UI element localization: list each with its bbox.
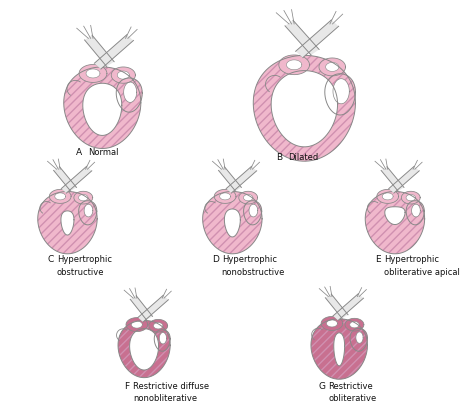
Text: D: D — [212, 255, 219, 264]
Polygon shape — [149, 319, 168, 332]
Polygon shape — [350, 328, 367, 351]
Polygon shape — [131, 321, 142, 328]
Polygon shape — [311, 319, 367, 379]
Polygon shape — [325, 294, 348, 318]
Text: A: A — [76, 149, 82, 158]
Text: Dilated: Dilated — [288, 153, 319, 162]
Polygon shape — [319, 58, 346, 76]
Polygon shape — [226, 166, 256, 193]
Text: Restrictive diffuse: Restrictive diffuse — [133, 382, 210, 391]
Polygon shape — [249, 204, 258, 217]
Polygon shape — [86, 69, 100, 78]
Polygon shape — [79, 201, 97, 225]
Polygon shape — [350, 322, 359, 328]
Polygon shape — [345, 318, 364, 331]
Polygon shape — [401, 191, 420, 204]
Polygon shape — [159, 332, 166, 344]
Polygon shape — [84, 204, 93, 217]
Polygon shape — [389, 166, 419, 193]
Polygon shape — [94, 35, 134, 69]
Polygon shape — [239, 191, 257, 204]
Polygon shape — [79, 194, 88, 201]
Text: obstructive: obstructive — [57, 267, 104, 277]
Polygon shape — [118, 320, 170, 378]
Polygon shape — [406, 194, 416, 201]
Polygon shape — [38, 191, 97, 254]
Polygon shape — [55, 193, 65, 200]
Polygon shape — [54, 167, 76, 191]
Polygon shape — [138, 295, 168, 322]
Polygon shape — [333, 294, 364, 320]
Text: B: B — [276, 153, 282, 162]
Polygon shape — [84, 35, 114, 67]
Polygon shape — [74, 191, 93, 204]
Polygon shape — [333, 79, 349, 104]
Text: Hypertrophic: Hypertrophic — [384, 255, 439, 264]
Text: Restrictive: Restrictive — [328, 382, 373, 391]
Polygon shape — [321, 317, 343, 330]
Polygon shape — [219, 193, 230, 200]
Polygon shape — [111, 67, 136, 83]
Polygon shape — [385, 207, 405, 225]
Polygon shape — [79, 64, 107, 82]
Polygon shape — [154, 322, 163, 329]
Text: Hypertrophic: Hypertrophic — [222, 255, 277, 264]
Polygon shape — [83, 83, 122, 136]
Polygon shape — [224, 209, 240, 237]
Polygon shape — [203, 191, 262, 254]
Polygon shape — [285, 20, 319, 55]
Polygon shape — [244, 201, 262, 225]
Polygon shape — [126, 317, 148, 332]
Text: C: C — [47, 255, 54, 264]
Polygon shape — [271, 71, 337, 147]
Polygon shape — [325, 74, 356, 115]
Polygon shape — [117, 71, 129, 79]
Text: Hypertrophic: Hypertrophic — [57, 255, 112, 264]
Polygon shape — [154, 329, 170, 351]
Polygon shape — [124, 82, 137, 102]
Polygon shape — [130, 296, 153, 320]
Text: nonobliterative: nonobliterative — [133, 394, 198, 403]
Polygon shape — [327, 320, 337, 327]
Text: obliterative: obliterative — [328, 394, 377, 403]
Polygon shape — [49, 189, 71, 203]
Polygon shape — [253, 55, 356, 161]
Text: nonobstructive: nonobstructive — [222, 267, 285, 277]
Polygon shape — [356, 332, 363, 343]
Polygon shape — [61, 166, 92, 193]
Polygon shape — [286, 60, 302, 70]
Polygon shape — [365, 191, 425, 254]
Polygon shape — [64, 67, 141, 149]
Polygon shape — [381, 167, 404, 191]
Polygon shape — [214, 189, 236, 203]
Polygon shape — [377, 189, 399, 203]
Polygon shape — [244, 194, 253, 201]
Polygon shape — [326, 62, 339, 72]
Text: Normal: Normal — [88, 149, 118, 158]
Polygon shape — [411, 204, 420, 217]
Text: E: E — [374, 255, 380, 264]
Polygon shape — [279, 55, 310, 74]
Polygon shape — [129, 329, 159, 370]
Polygon shape — [334, 333, 345, 366]
Text: obliterative apical: obliterative apical — [384, 267, 460, 277]
Polygon shape — [116, 78, 142, 112]
Polygon shape — [382, 193, 393, 200]
Polygon shape — [219, 167, 241, 191]
Polygon shape — [406, 201, 424, 225]
Text: F: F — [124, 382, 129, 391]
Polygon shape — [61, 211, 74, 235]
Text: G: G — [319, 382, 326, 391]
Polygon shape — [296, 20, 338, 58]
